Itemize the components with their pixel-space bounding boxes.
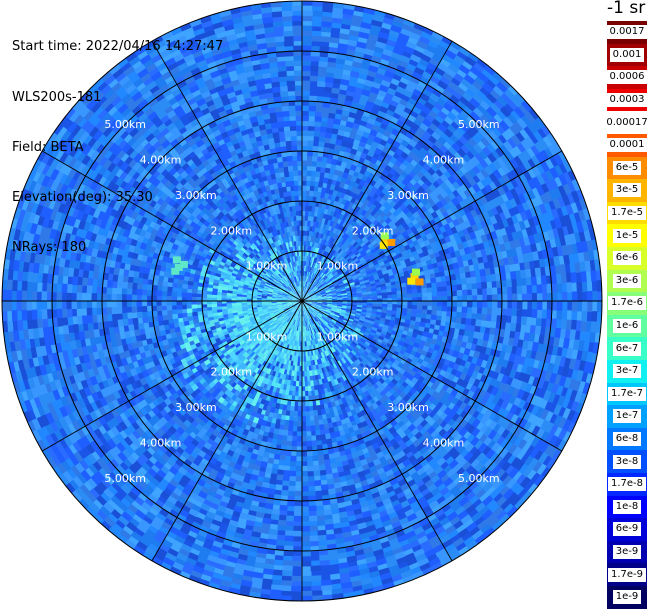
colorbar-cell: 3e-5: [607, 179, 647, 202]
colorbar-cell: 1.7e-6: [607, 292, 647, 315]
colorbar-cell: 0.0003: [607, 89, 647, 112]
hotspot-mark: [387, 239, 395, 246]
elevation-label: Elevation(deg): 35.30: [12, 190, 223, 207]
colorbar-label: 0.0001: [607, 138, 647, 152]
colorbar-label: 1.7e-5: [608, 206, 646, 220]
instrument-label: WLS200s-181: [12, 90, 223, 107]
colorbar-label: 1e-6: [613, 319, 642, 333]
ring-label: 2.00km: [352, 224, 394, 237]
colorbar-cell: 6e-9: [607, 518, 647, 541]
colorbar-cell: 0.001: [607, 44, 647, 67]
colorbar-cell: 6e-8: [607, 428, 647, 451]
colorbar-cell: 0.0001: [607, 134, 647, 157]
colorbar-cell: 3e-8: [607, 450, 647, 473]
ring-label: 3.00km: [175, 401, 217, 414]
colorbar-cell: 0.0006: [607, 66, 647, 89]
colorbar-label: 0.0006: [607, 70, 647, 84]
ring-label: 1.00km: [317, 330, 359, 343]
ring-label: 3.00km: [387, 401, 429, 414]
colorbar-label: 1e-9: [613, 590, 642, 604]
colorbar-unit: -1 sr: [607, 0, 645, 18]
ring-label: 4.00km: [423, 154, 465, 167]
colorbar-cell: 1e-6: [607, 315, 647, 338]
colorbar-label: 6e-9: [613, 522, 642, 536]
colorbar-label: 1.7e-9: [608, 568, 646, 582]
colorbar-label: 3e-9: [613, 545, 642, 559]
ring-label: 1.00km: [246, 330, 288, 343]
ring-label: 5.00km: [458, 118, 500, 131]
colorbar-cell: 3e-7: [607, 360, 647, 383]
ring-label: 5.00km: [104, 472, 146, 485]
start-time-label: Start time: 2022/04/16 14:27:47: [12, 39, 223, 56]
colorbar-cell: 1.7e-7: [607, 383, 647, 406]
hotspot-mark: [407, 278, 415, 285]
colorbar-label: 6e-8: [613, 432, 642, 446]
colorbar-label: 6e-5: [613, 161, 642, 175]
colorbar-cell: 0.00017: [607, 111, 647, 134]
colorbar-cell: 1.7e-9: [607, 563, 647, 586]
ring-label: 1.00km: [317, 260, 359, 273]
colorbar-label: 6e-6: [613, 251, 642, 265]
metadata-panel: Start time: 2022/04/16 14:27:47 WLS200s-…: [12, 6, 223, 273]
ring-label: 3.00km: [387, 189, 429, 202]
colorbar-label: 1.7e-8: [608, 477, 646, 491]
colorbar-label: 0.0003: [607, 93, 647, 107]
colorbar-cell: 0.0017: [607, 21, 647, 44]
colorbar-label: 0.001: [610, 48, 645, 62]
ring-label: 2.00km: [211, 366, 253, 379]
colorbar-cell: 1e-9: [607, 586, 647, 609]
colorbar-label: 0.00017: [603, 116, 647, 130]
colorbar-label: 3e-8: [613, 455, 642, 469]
colorbar-cell: 1e-8: [607, 496, 647, 519]
ring-label: 4.00km: [423, 436, 465, 449]
hotspot-mark: [416, 278, 424, 285]
colorbar-label: 1e-5: [613, 229, 642, 243]
colorbar-label: 1e-7: [613, 409, 642, 423]
colorbar-cell: 6e-5: [607, 157, 647, 180]
ring-label: 5.00km: [458, 472, 500, 485]
colorbar-label: 1.7e-6: [608, 296, 646, 310]
colorbar-label: 3e-5: [613, 183, 642, 197]
colorbar-cell: 1e-7: [607, 405, 647, 428]
colorbar-cell: 6e-7: [607, 337, 647, 360]
ring-label: 2.00km: [352, 366, 394, 379]
ring-label: 1.00km: [246, 260, 288, 273]
colorbar-label: 1.7e-7: [608, 387, 646, 401]
hotspot-mark: [412, 269, 420, 276]
colorbar-cell: 3e-6: [607, 270, 647, 293]
colorbar-label: 3e-6: [613, 274, 642, 288]
field-label: Field: BETA: [12, 140, 223, 157]
colorbar-label: 0.0017: [607, 25, 647, 39]
colorbar-label: 6e-7: [613, 342, 642, 356]
ring-label: 4.00km: [140, 436, 182, 449]
colorbar-label: 1e-8: [613, 500, 642, 514]
colorbar-cell: 1e-5: [607, 224, 647, 247]
colorbar-cell: 1.7e-5: [607, 202, 647, 225]
colorbar-cell: 1.7e-8: [607, 473, 647, 496]
nrays-label: NRays: 180: [12, 240, 223, 257]
colorbar-cell: 3e-9: [607, 541, 647, 564]
colorbar-label: 3e-7: [613, 364, 642, 378]
colorbar-cell: 6e-6: [607, 247, 647, 270]
